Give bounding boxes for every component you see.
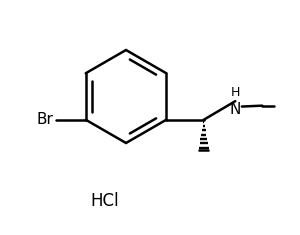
- Text: H: H: [231, 86, 240, 99]
- Text: N: N: [230, 102, 241, 117]
- Text: HCl: HCl: [91, 192, 119, 211]
- Text: Br: Br: [37, 112, 53, 127]
